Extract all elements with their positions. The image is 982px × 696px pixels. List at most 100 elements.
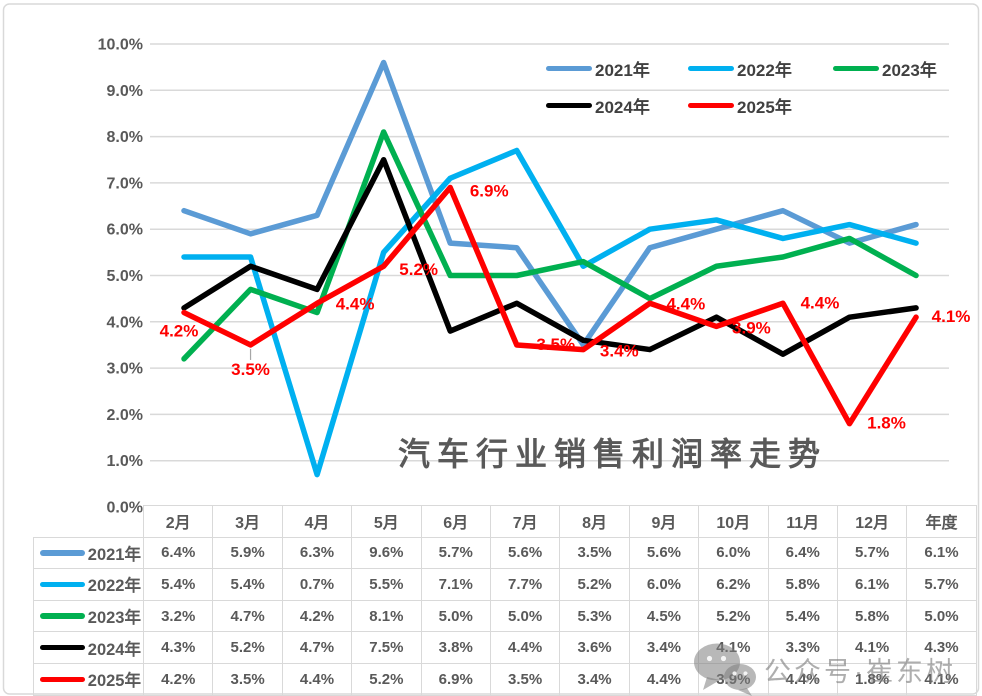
table-cell: 4.1% [698, 631, 769, 664]
table-cell: 4.3% [906, 631, 977, 664]
data-label: 6.9% [470, 182, 509, 201]
table-cell: 3.5% [212, 662, 283, 696]
legend: 2021年 2022年 2023年 2024年 2025年 [0, 0, 982, 130]
table-header-cell: 7月 [489, 505, 561, 538]
table-row-label: 2023年 [33, 599, 144, 633]
data-label: 3.5% [231, 360, 270, 379]
data-label: 3.4% [600, 342, 639, 361]
table-cell: 3.6% [559, 631, 630, 664]
data-label: 5.2% [399, 260, 438, 279]
table-cell: 5.4% [142, 568, 214, 601]
table-cell: 5.2% [559, 568, 630, 601]
legend-line-swatch [546, 65, 592, 71]
row-label-text: 2025年 [87, 672, 141, 691]
table-cell: 9.6% [351, 536, 422, 570]
row-legend-key [39, 644, 85, 651]
table-cell: 3.5% [559, 536, 630, 570]
data-label: 4.4% [801, 293, 840, 312]
table-cell: 3.2% [142, 599, 214, 633]
legend-line-swatch [688, 65, 734, 71]
table-header-cell: 6月 [420, 505, 491, 538]
table-header-cell: 10月 [698, 505, 769, 538]
legend-line-swatch [688, 102, 734, 108]
y-axis-tick-label: 9.0% [107, 83, 143, 100]
table-cell: 5.3% [559, 599, 630, 633]
table-cell: 5.6% [489, 536, 561, 570]
table-header-cell: 3月 [212, 505, 283, 538]
legend-label: 2024年 [595, 97, 650, 117]
table-header-cell: 9月 [628, 505, 700, 538]
table-cell: 5.6% [628, 536, 700, 570]
table-cell: 5.7% [420, 536, 491, 570]
table-cell: 7.5% [351, 631, 422, 664]
row-legend-key [39, 581, 85, 588]
table-row-2024年: 2024年 4.3% 5.2% 4.7% 7.5% 3.8% 4.4% 3.6% 3.4% 4.1… [33, 631, 977, 664]
data-label: 4.4% [336, 294, 375, 313]
table-header-cell: 5月 [351, 505, 422, 538]
table-header-cell: 8月 [559, 505, 630, 538]
table-cell: 6.3% [281, 536, 353, 570]
y-axis-tick-label: 8.0% [107, 129, 143, 146]
table-cell: 5.7% [906, 568, 977, 601]
table-cell: 3.4% [559, 662, 630, 696]
y-axis-tick-label: 0.0% [107, 500, 143, 517]
table-cell: 5.8% [767, 568, 838, 601]
series-line-2021年 [181, 59, 919, 348]
row-label-text: 2022年 [87, 577, 141, 596]
legend-item-2022年: 2022年 [688, 58, 792, 80]
table-cell: 4.7% [281, 631, 353, 664]
row-legend-key [39, 676, 85, 683]
table-cell: 4.5% [628, 599, 700, 633]
legend-item-2023年: 2023年 [833, 58, 937, 80]
row-label-text: 2021年 [87, 545, 141, 564]
table-cell: 6.0% [628, 568, 700, 601]
row-legend-key [39, 613, 85, 619]
legend-item-2021年: 2021年 [546, 58, 650, 80]
table-row-2025年: 2025年 4.2% 3.5% 4.4% 5.2% 6.9% 3.5% 3.4% 4.4% 3.9… [33, 662, 977, 696]
legend-item-2024年: 2024年 [546, 95, 650, 117]
table-header-cell: 年度 [906, 505, 977, 538]
table-cell: 8.1% [351, 599, 422, 633]
table-cell: 5.4% [212, 568, 283, 601]
table-cell: 5.8% [836, 599, 908, 633]
table-cell: 6.2% [698, 568, 769, 601]
row-label-text: 2023年 [87, 609, 141, 628]
table-cell: 5.7% [836, 536, 908, 570]
table-cell: 7.7% [489, 568, 561, 601]
table-cell: 6.0% [698, 536, 769, 570]
table-row-2023年: 2023年 3.2% 4.7% 4.2% 8.1% 5.0% 5.0% 5.3% 4.5% 5.2… [33, 599, 977, 633]
data-label: 3.9% [732, 318, 771, 337]
table-cell: 5.0% [906, 599, 977, 633]
table-cell: 5.5% [351, 568, 422, 601]
table-cell: 4.4% [281, 662, 353, 696]
data-table: 2月 3月 4月 5月 6月 7月 8月 9月 10月 11月 12月 年度 2021年 6.4% 5.9%… [33, 505, 977, 696]
table-cell: 5.2% [212, 631, 283, 664]
table-header-cell: 12月 [836, 505, 908, 538]
table-cell: 4.4% [489, 631, 561, 664]
table-cell: 4.7% [212, 599, 283, 633]
table-cell: 4.3% [142, 631, 214, 664]
y-axis-tick-label: 7.0% [107, 175, 143, 192]
legend-label: 2025年 [737, 97, 792, 117]
table-row-2021年: 2021年 6.4% 5.9% 6.3% 9.6% 5.7% 5.6% 3.5% 5.6% 6.0… [33, 536, 977, 570]
table-header-cell: 2月 [142, 505, 214, 538]
table-header-cell: 11月 [767, 505, 838, 538]
data-label: 1.8% [867, 414, 906, 433]
row-legend-key [39, 550, 85, 556]
table-header-cell: 4月 [281, 505, 353, 538]
legend-item-2025年: 2025年 [688, 95, 792, 117]
y-axis-tick-label: 2.0% [107, 407, 143, 424]
table-row-label: 2024年 [33, 631, 144, 664]
table-cell: 5.4% [767, 599, 838, 633]
series-line-2024年 [181, 157, 919, 357]
table-row-label: 2022年 [33, 568, 144, 601]
table-cell: 6.9% [420, 662, 491, 696]
y-axis-tick-label: 1.0% [107, 453, 143, 470]
table-cell: 3.4% [628, 631, 700, 664]
series-line-2022年 [181, 147, 919, 478]
legend-line-swatch [546, 102, 592, 108]
legend-label: 2021年 [595, 60, 650, 80]
y-axis-tick-label: 10.0% [98, 37, 143, 54]
table-cell: 4.2% [281, 599, 353, 633]
